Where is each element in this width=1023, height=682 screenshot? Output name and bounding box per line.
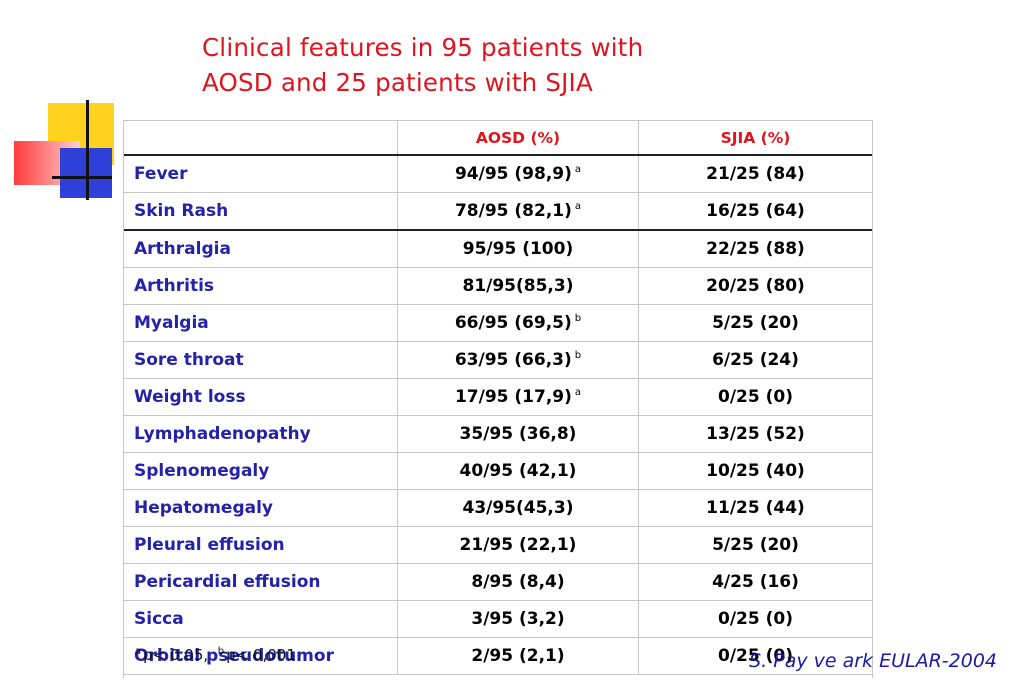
table-left-border [123, 120, 124, 678]
sjia-cell: 16/25 (64) [638, 192, 873, 231]
aosd-cell: 94/95 (98,9) a [397, 154, 639, 193]
sjia-cell: 5/25 (20) [638, 526, 873, 564]
aosd-value: 17/95 (17,9) [454, 387, 572, 407]
table-header-row: AOSD (%) SJIA (%) [123, 120, 873, 156]
table-row: Sicca 3/95 (3,2) 0/25 (0) [123, 600, 873, 638]
aosd-value: 40/95 (42,1) [459, 461, 577, 481]
feature-cell: Weight loss [123, 378, 398, 416]
aosd-value: 95/95 (100) [462, 239, 574, 259]
sjia-cell: 0/25 (0) [638, 600, 873, 638]
feature-cell: Skin Rash [123, 192, 398, 231]
sjia-cell: 11/25 (44) [638, 489, 873, 527]
header-feature-column [123, 120, 398, 156]
aosd-cell: 35/95 (36,8) [397, 415, 639, 453]
aosd-cell: 17/95 (17,9) a [397, 378, 639, 416]
aosd-significance-mark: a [574, 387, 582, 398]
feature-cell: Hepatomegaly [123, 489, 398, 527]
sjia-cell: 4/25 (16) [638, 563, 873, 601]
aosd-value: 43/95(45,3) [462, 498, 574, 518]
feature-cell: Lymphadenopathy [123, 415, 398, 453]
table-row: Pericardial effusion 8/95 (8,4) 4/25 (16) [123, 563, 873, 601]
table-right-border [872, 120, 873, 678]
slide-title-line-1: Clinical features in 95 patients with [202, 33, 644, 62]
aosd-value: 78/95 (82,1) [454, 201, 572, 221]
decor-horizontal-line [52, 176, 112, 179]
feature-cell: Arthritis [123, 267, 398, 305]
table-row: Skin Rash 78/95 (82,1) a 16/25 (64) [123, 192, 873, 231]
table-row: Myalgia 66/95 (69,5) b 5/25 (20) [123, 304, 873, 342]
decor-vertical-line [86, 100, 89, 200]
aosd-cell: 3/95 (3,2) [397, 600, 639, 638]
footnote-a-text: p< 0.05, [143, 646, 209, 664]
table-container: AOSD (%) SJIA (%) Fever 94/95 (98,9) a 21/2… [123, 120, 873, 678]
footnote-a-mark: a [135, 646, 142, 657]
feature-cell: Pleural effusion [123, 526, 398, 564]
feature-cell: Orbital pseudotumor [123, 637, 398, 675]
aosd-value: 94/95 (98,9) [454, 164, 572, 184]
aosd-value: 35/95 (36,8) [459, 424, 577, 444]
aosd-significance-mark: a [574, 164, 582, 175]
aosd-value: 81/95(85,3) [462, 276, 574, 296]
aosd-cell: 81/95(85,3) [397, 267, 639, 305]
aosd-significance-mark: b [574, 350, 582, 361]
aosd-value: 8/95 (8,4) [471, 572, 565, 592]
sjia-cell: 22/25 (88) [638, 229, 873, 268]
sjia-cell: 6/25 (24) [638, 341, 873, 379]
sjia-cell: 13/25 (52) [638, 415, 873, 453]
aosd-significance-mark: a [574, 201, 582, 212]
aosd-value: 21/95 (22,1) [459, 535, 577, 555]
aosd-value: 66/95 (69,5) [454, 313, 572, 333]
slide-title: Clinical features in 95 patients with AO… [202, 30, 822, 100]
footnote-b-mark: b [217, 646, 225, 657]
feature-cell: Sicca [123, 600, 398, 638]
table-row: Weight loss 17/95 (17,9) a 0/25 (0) [123, 378, 873, 416]
aosd-significance-mark: b [574, 313, 582, 324]
feature-cell: Sore throat [123, 341, 398, 379]
table-row: Hepatomegaly 43/95(45,3) 11/25 (44) [123, 489, 873, 527]
table-row: Fever 94/95 (98,9) a 21/25 (84) [123, 154, 873, 193]
aosd-cell: 43/95(45,3) [397, 489, 639, 527]
aosd-value: 3/95 (3,2) [471, 609, 565, 629]
aosd-cell: 63/95 (66,3) b [397, 341, 639, 379]
table-row: Splenomegaly 40/95 (42,1) 10/25 (40) [123, 452, 873, 490]
clinical-features-table: AOSD (%) SJIA (%) Fever 94/95 (98,9) a 21/2… [123, 120, 873, 675]
slide-title-line-2: AOSD and 25 patients with SJIA [202, 68, 593, 97]
aosd-value: 63/95 (66,3) [454, 350, 572, 370]
aosd-cell: 66/95 (69,5) b [397, 304, 639, 342]
feature-cell: Splenomegaly [123, 452, 398, 490]
table-row: Orbital pseudotumor 2/95 (2,1) 0/25 (0) [123, 637, 873, 675]
table-body: Fever 94/95 (98,9) a 21/25 (84) Skin Rash 78/… [123, 154, 873, 675]
aosd-cell: 95/95 (100) [397, 229, 639, 268]
sjia-cell: 10/25 (40) [638, 452, 873, 490]
feature-cell: Fever [123, 154, 398, 193]
aosd-value: 2/95 (2,1) [471, 646, 565, 666]
table-row: Sore throat 63/95 (66,3) b 6/25 (24) [123, 341, 873, 379]
table-row: Pleural effusion 21/95 (22,1) 5/25 (20) [123, 526, 873, 564]
aosd-cell: 8/95 (8,4) [397, 563, 639, 601]
footnote: a p< 0.05, b p< 0,001 [135, 646, 296, 664]
header-aosd-column: AOSD (%) [397, 120, 639, 156]
aosd-cell: 2/95 (2,1) [397, 637, 639, 675]
header-sjia-column: SJIA (%) [638, 120, 873, 156]
table-row: Lymphadenopathy 35/95 (36,8) 13/25 (52) [123, 415, 873, 453]
feature-cell: Myalgia [123, 304, 398, 342]
sjia-cell: 0/25 (0) [638, 378, 873, 416]
aosd-cell: 40/95 (42,1) [397, 452, 639, 490]
aosd-cell: 21/95 (22,1) [397, 526, 639, 564]
table-row: Arthritis 81/95(85,3) 20/25 (80) [123, 267, 873, 305]
aosd-cell: 78/95 (82,1) a [397, 192, 639, 231]
sjia-cell: 20/25 (80) [638, 267, 873, 305]
sjia-cell: 21/25 (84) [638, 154, 873, 193]
citation: S. Pay ve ark EULAR-2004 [749, 650, 997, 672]
table-row: Arthralgia 95/95 (100) 22/25 (88) [123, 229, 873, 268]
sjia-cell: 5/25 (20) [638, 304, 873, 342]
feature-cell: Pericardial effusion [123, 563, 398, 601]
footnote-b-text: p< 0,001 [226, 646, 296, 664]
sjia-cell: 0/25 (0) [638, 637, 873, 675]
feature-cell: Arthralgia [123, 229, 398, 268]
